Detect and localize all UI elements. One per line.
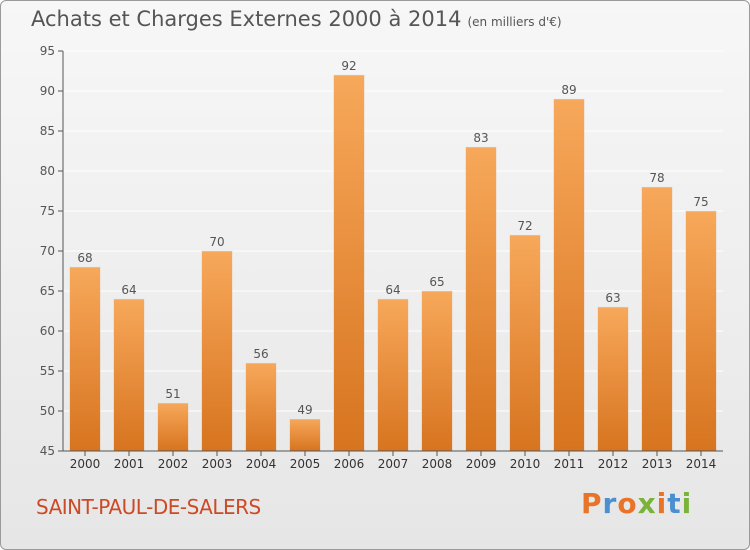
- value-label-2011: 89: [561, 83, 576, 97]
- x-tick-label-2004: 2004: [246, 457, 277, 471]
- bar-2013: [641, 186, 673, 452]
- data-labels: 68 64 51 70 56 49 92 64 65 83 72 89 63 78 75: [77, 59, 708, 417]
- bar-2011: [553, 98, 585, 452]
- axes: 45 50 55 60 65 70 75 80 85 90 95 2000 2001 2002 2003 20…: [40, 44, 723, 471]
- y-tick-label: 60: [40, 324, 55, 338]
- y-tick-label: 75: [40, 204, 55, 218]
- chart-subtitle: (en milliers d'€): [467, 15, 562, 29]
- bar-2012: [597, 306, 629, 452]
- bar-2003: [201, 250, 233, 452]
- bar-2004: [245, 362, 277, 452]
- logo-letter: r: [602, 487, 618, 520]
- y-tick-label: 50: [40, 404, 55, 418]
- value-label-2013: 78: [649, 171, 664, 185]
- value-label-2012: 63: [605, 291, 620, 305]
- x-tick-label-2002: 2002: [158, 457, 189, 471]
- bar-2007: [377, 298, 409, 452]
- place-name: SAINT-PAUL-DE-SALERS: [36, 495, 261, 519]
- logo-letter: i: [681, 487, 693, 520]
- bar-2014: [685, 210, 717, 452]
- value-label-2003: 70: [209, 235, 224, 249]
- bar-2006: [333, 74, 365, 452]
- value-label-2001: 64: [121, 283, 136, 297]
- chart-title-text: Achats et Charges Externes 2000 à 2014: [31, 7, 462, 31]
- y-tick-label: 80: [40, 164, 55, 178]
- proxiti-logo[interactable]: Proxiti: [581, 487, 692, 520]
- value-label-2009: 83: [473, 131, 488, 145]
- value-label-2004: 56: [253, 347, 268, 361]
- bar-2001: [113, 298, 145, 452]
- logo-letter: o: [617, 487, 638, 520]
- x-tick-label-2006: 2006: [334, 457, 365, 471]
- x-tick-label-2001: 2001: [114, 457, 145, 471]
- y-tick-label: 90: [40, 84, 55, 98]
- logo-letter: P: [581, 487, 603, 520]
- bar-2005: [289, 418, 321, 452]
- value-label-2002: 51: [165, 387, 180, 401]
- y-tick-label: 65: [40, 284, 55, 298]
- x-tick-label-2012: 2012: [598, 457, 629, 471]
- value-label-2005: 49: [297, 403, 312, 417]
- y-tick-label: 55: [40, 364, 55, 378]
- logo-letter: i: [656, 487, 668, 520]
- y-tick-label: 45: [40, 444, 55, 458]
- value-label-2006: 92: [341, 59, 356, 73]
- x-tick-label-2011: 2011: [554, 457, 585, 471]
- bar-2002: [157, 402, 189, 452]
- bar-2008: [421, 290, 453, 452]
- chart-title: Achats et Charges Externes 2000 à 2014 (e…: [31, 7, 562, 31]
- y-tick-label: 85: [40, 124, 55, 138]
- x-tick-label-2010: 2010: [510, 457, 541, 471]
- x-tick-label-2003: 2003: [202, 457, 233, 471]
- bars: [69, 74, 717, 452]
- bar-2000: [69, 266, 101, 452]
- bar-2010: [509, 234, 541, 452]
- x-tick-label-2014: 2014: [686, 457, 717, 471]
- value-label-2007: 64: [385, 283, 400, 297]
- value-label-2000: 68: [77, 251, 92, 265]
- value-label-2010: 72: [517, 219, 532, 233]
- logo-letter: x: [637, 487, 657, 520]
- x-tick-label-2013: 2013: [642, 457, 673, 471]
- x-tick-label-2009: 2009: [466, 457, 497, 471]
- y-tick-label: 95: [40, 44, 55, 58]
- x-tick-label-2007: 2007: [378, 457, 409, 471]
- x-tick-label-2008: 2008: [422, 457, 453, 471]
- value-label-2014: 75: [693, 195, 708, 209]
- logo-letter: t: [667, 487, 682, 520]
- bar-2009: [465, 146, 497, 452]
- value-label-2008: 65: [429, 275, 444, 289]
- x-tick-label-2005: 2005: [290, 457, 321, 471]
- y-tick-label: 70: [40, 244, 55, 258]
- x-tick-label-2000: 2000: [70, 457, 101, 471]
